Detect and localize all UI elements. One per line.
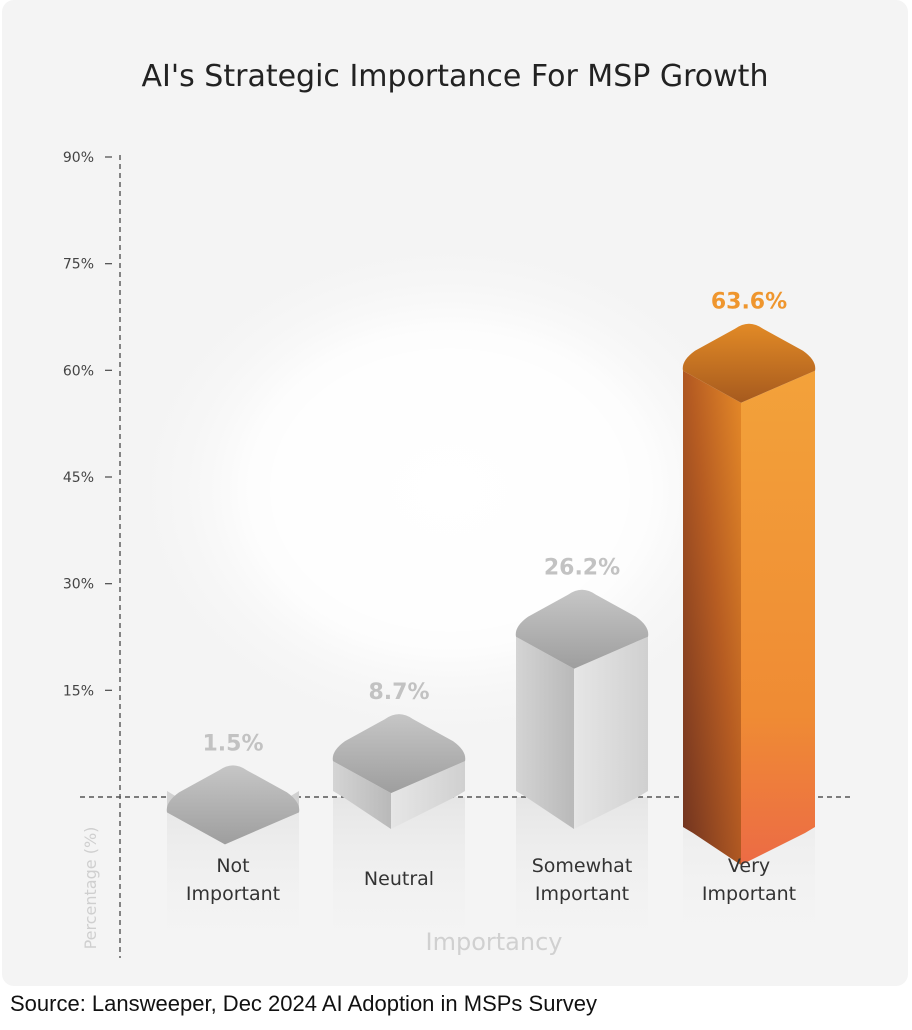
bar-value-label: 63.6% (711, 290, 787, 315)
x-axis-label: Importancy (426, 928, 563, 956)
bar-top-face (332, 714, 466, 794)
bar-value-label: 26.2% (544, 556, 620, 581)
category-label: Important (702, 883, 796, 905)
bar-reflection (516, 797, 648, 960)
bar-3 (682, 323, 816, 865)
value-labels-group: 1.5% 8.7% 26.2% 63.6% (202, 290, 787, 757)
bar-top-face (515, 589, 649, 669)
bar-0 (166, 765, 300, 845)
bar-value-label: 1.5% (202, 731, 263, 756)
bar-front-face (516, 636, 574, 829)
background-glow (120, 230, 780, 750)
y-tick-label: 60% (63, 363, 94, 379)
y-tick-label: 90% (63, 150, 94, 166)
bar-chart: AI's Strategic Importance For MSP Growth… (63, 59, 852, 960)
category-label: Somewhat (532, 855, 633, 877)
bar-reflection (333, 797, 465, 960)
bar-reflection (167, 797, 299, 960)
bar-top-face (166, 765, 300, 845)
y-axis-label: Percentage (%) (81, 827, 100, 950)
y-tick-label: 75% (63, 257, 94, 273)
bars-group (166, 323, 816, 865)
y-tick-label: 30% (63, 577, 94, 593)
category-label: Neutral (364, 868, 434, 890)
bar-1 (332, 714, 466, 829)
y-tick-label: 15% (63, 683, 94, 699)
category-label: Not (216, 855, 249, 877)
category-label: Important (186, 883, 280, 905)
bar-side-face (741, 370, 815, 865)
bar-2 (515, 589, 649, 829)
category-label: Important (535, 883, 629, 905)
bar-front-face (333, 761, 391, 829)
y-axis-ticks: 15% 30% 45% 60% 75% 90% (63, 150, 112, 699)
bar-top-face (682, 323, 816, 403)
bar-value-label: 8.7% (368, 680, 429, 705)
chart-title: AI's Strategic Importance For MSP Growth (142, 59, 769, 94)
category-labels-group: Not Important Neutral Somewhat Important Very… (186, 855, 796, 905)
source-caption: Source: Lansweeper, Dec 2024 AI Adoption… (10, 991, 598, 1016)
bar-side-face (391, 761, 465, 829)
bar-side-face (574, 636, 648, 829)
category-label: Very (728, 855, 770, 877)
y-tick-label: 45% (63, 470, 94, 486)
bar-front-face (683, 370, 741, 865)
